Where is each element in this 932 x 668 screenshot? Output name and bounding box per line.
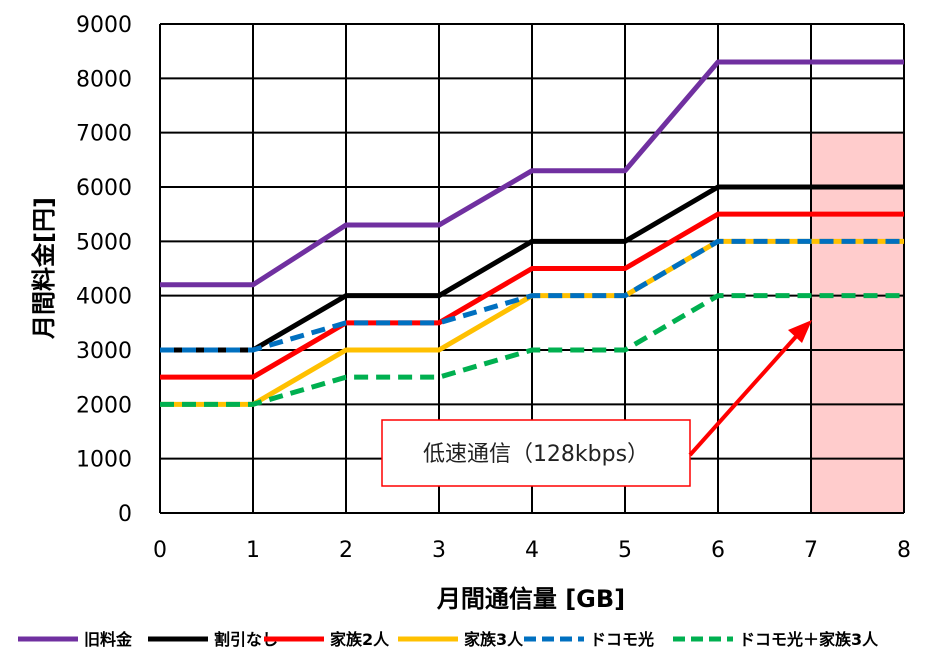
x-tick-label: 1: [246, 538, 260, 563]
y-tick-label: 2000: [76, 393, 132, 418]
legend: 旧料金 割引なし 家族2人 家族3人 ドコモ光 ドコモ光＋家族3人: [18, 630, 879, 649]
annotation-arrowhead: [788, 320, 812, 343]
legend-label-2: 割引なし: [214, 630, 278, 649]
y-tick-label: 8000: [76, 67, 132, 92]
y-tick-label: 0: [118, 502, 132, 527]
x-axis-title: 月間通信量 [GB]: [436, 585, 625, 613]
x-tick-label: 8: [897, 538, 911, 563]
series-line-1: [160, 59, 904, 288]
legend-label-5: ドコモ光: [590, 630, 654, 649]
annotation-box: [381, 419, 691, 487]
x-tick-label: 7: [804, 538, 818, 563]
x-tick-labels: 0 1 2 3 4 5 6 7 8: [153, 538, 911, 563]
y-tick-label: 9000: [76, 13, 132, 38]
y-tick-labels: 0 1000 2000 3000 4000 5000 6000 7000 8000 9000: [76, 13, 132, 527]
legend-label-6: ドコモ光＋家族3人: [739, 630, 879, 649]
y-tick-label: 1000: [76, 448, 132, 473]
low-speed-region: [811, 132, 904, 513]
x-tick-label: 2: [339, 538, 353, 563]
y-tick-label: 7000: [76, 122, 132, 147]
legend-label-1: 旧料金: [84, 630, 133, 649]
series-layer: [160, 59, 904, 407]
series-line-2: [160, 184, 904, 353]
y-tick-label: 5000: [76, 230, 132, 255]
highlight-region-layer: [811, 132, 904, 513]
series-line-6: [160, 293, 904, 407]
x-tick-label: 4: [525, 538, 539, 563]
x-tick-label: 6: [711, 538, 725, 563]
annotation-arrow: [688, 329, 803, 457]
y-tick-label: 4000: [76, 285, 132, 310]
y-tick-label: 3000: [76, 339, 132, 364]
series-line-5: [160, 238, 904, 353]
x-tick-label: 0: [153, 538, 167, 563]
annotation-layer: 低速通信（128kbps）: [381, 320, 812, 487]
x-tick-label: 3: [432, 538, 446, 563]
x-tick-label: 5: [618, 538, 632, 563]
legend-label-4: 家族3人: [464, 630, 524, 649]
y-tick-label: 6000: [76, 176, 132, 201]
series-line-3: [160, 211, 904, 380]
y-axis-title: 月間料金[円]: [30, 197, 58, 340]
legend-label-3: 家族2人: [330, 630, 390, 649]
annotation-label: 低速通信（128kbps）: [423, 442, 649, 467]
